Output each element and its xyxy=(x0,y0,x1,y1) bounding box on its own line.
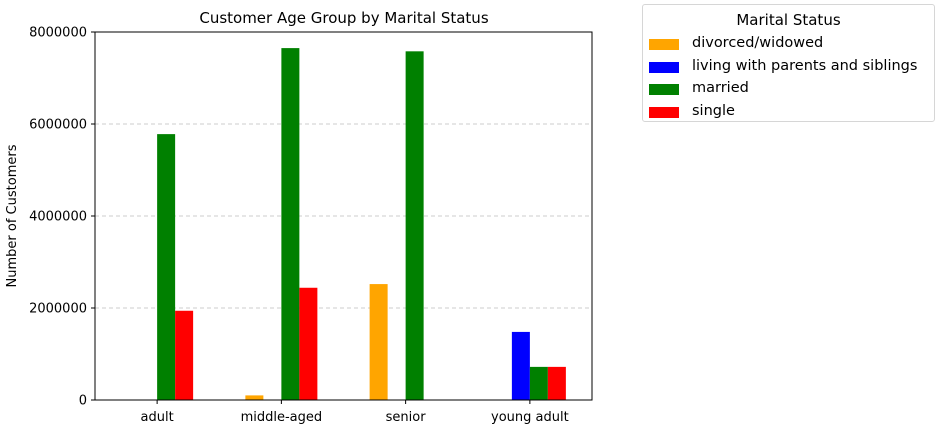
y-tick-label: 8000000 xyxy=(29,26,87,41)
y-tick-label: 2000000 xyxy=(29,302,87,317)
legend-label: single xyxy=(692,102,735,119)
legend-swatch xyxy=(649,106,679,118)
legend-label: divorced/widowed xyxy=(692,35,824,51)
chart-title: Customer Age Group by Marital Status xyxy=(199,9,488,27)
x-tick-label: adult xyxy=(141,410,174,425)
bar-middle-aged-2 xyxy=(281,48,300,400)
x-tick-label: middle-aged xyxy=(241,410,323,425)
bar-young-adult-1 xyxy=(511,331,530,400)
legend-label: married xyxy=(692,80,749,96)
y-tick-label: 4000000 xyxy=(29,210,87,225)
y-tick-label: 0 xyxy=(79,394,87,409)
bar-senior-0 xyxy=(369,284,388,400)
y-ticks: 0 2000000 4000000 6000000 8000000 xyxy=(29,26,95,409)
bar-young-adult-3 xyxy=(547,366,566,400)
y-tick-label: 6000000 xyxy=(29,118,87,133)
legend: Marital Status divorced/widowed living wi… xyxy=(642,4,935,122)
x-ticks: adult middle-aged senior young adult xyxy=(141,400,569,425)
x-tick-label: senior xyxy=(386,410,427,425)
bar-middle-aged-0 xyxy=(245,395,264,400)
bar-young-adult-2 xyxy=(529,366,548,400)
bar-senior-2 xyxy=(405,51,424,400)
legend-swatch xyxy=(649,61,679,73)
bar-middle-aged-3 xyxy=(299,287,318,400)
bar-adult-2 xyxy=(157,134,176,400)
bar-adult-3 xyxy=(175,310,194,400)
legend-swatch xyxy=(649,39,679,50)
legend-swatch xyxy=(649,84,679,95)
bars xyxy=(157,48,566,400)
legend-title: Marital Status xyxy=(736,11,841,29)
x-tick-label: young adult xyxy=(491,410,569,425)
y-axis-label: Number of Customers xyxy=(5,144,20,287)
grid-lines xyxy=(95,123,592,309)
legend-label: living with parents and siblings xyxy=(692,57,918,74)
